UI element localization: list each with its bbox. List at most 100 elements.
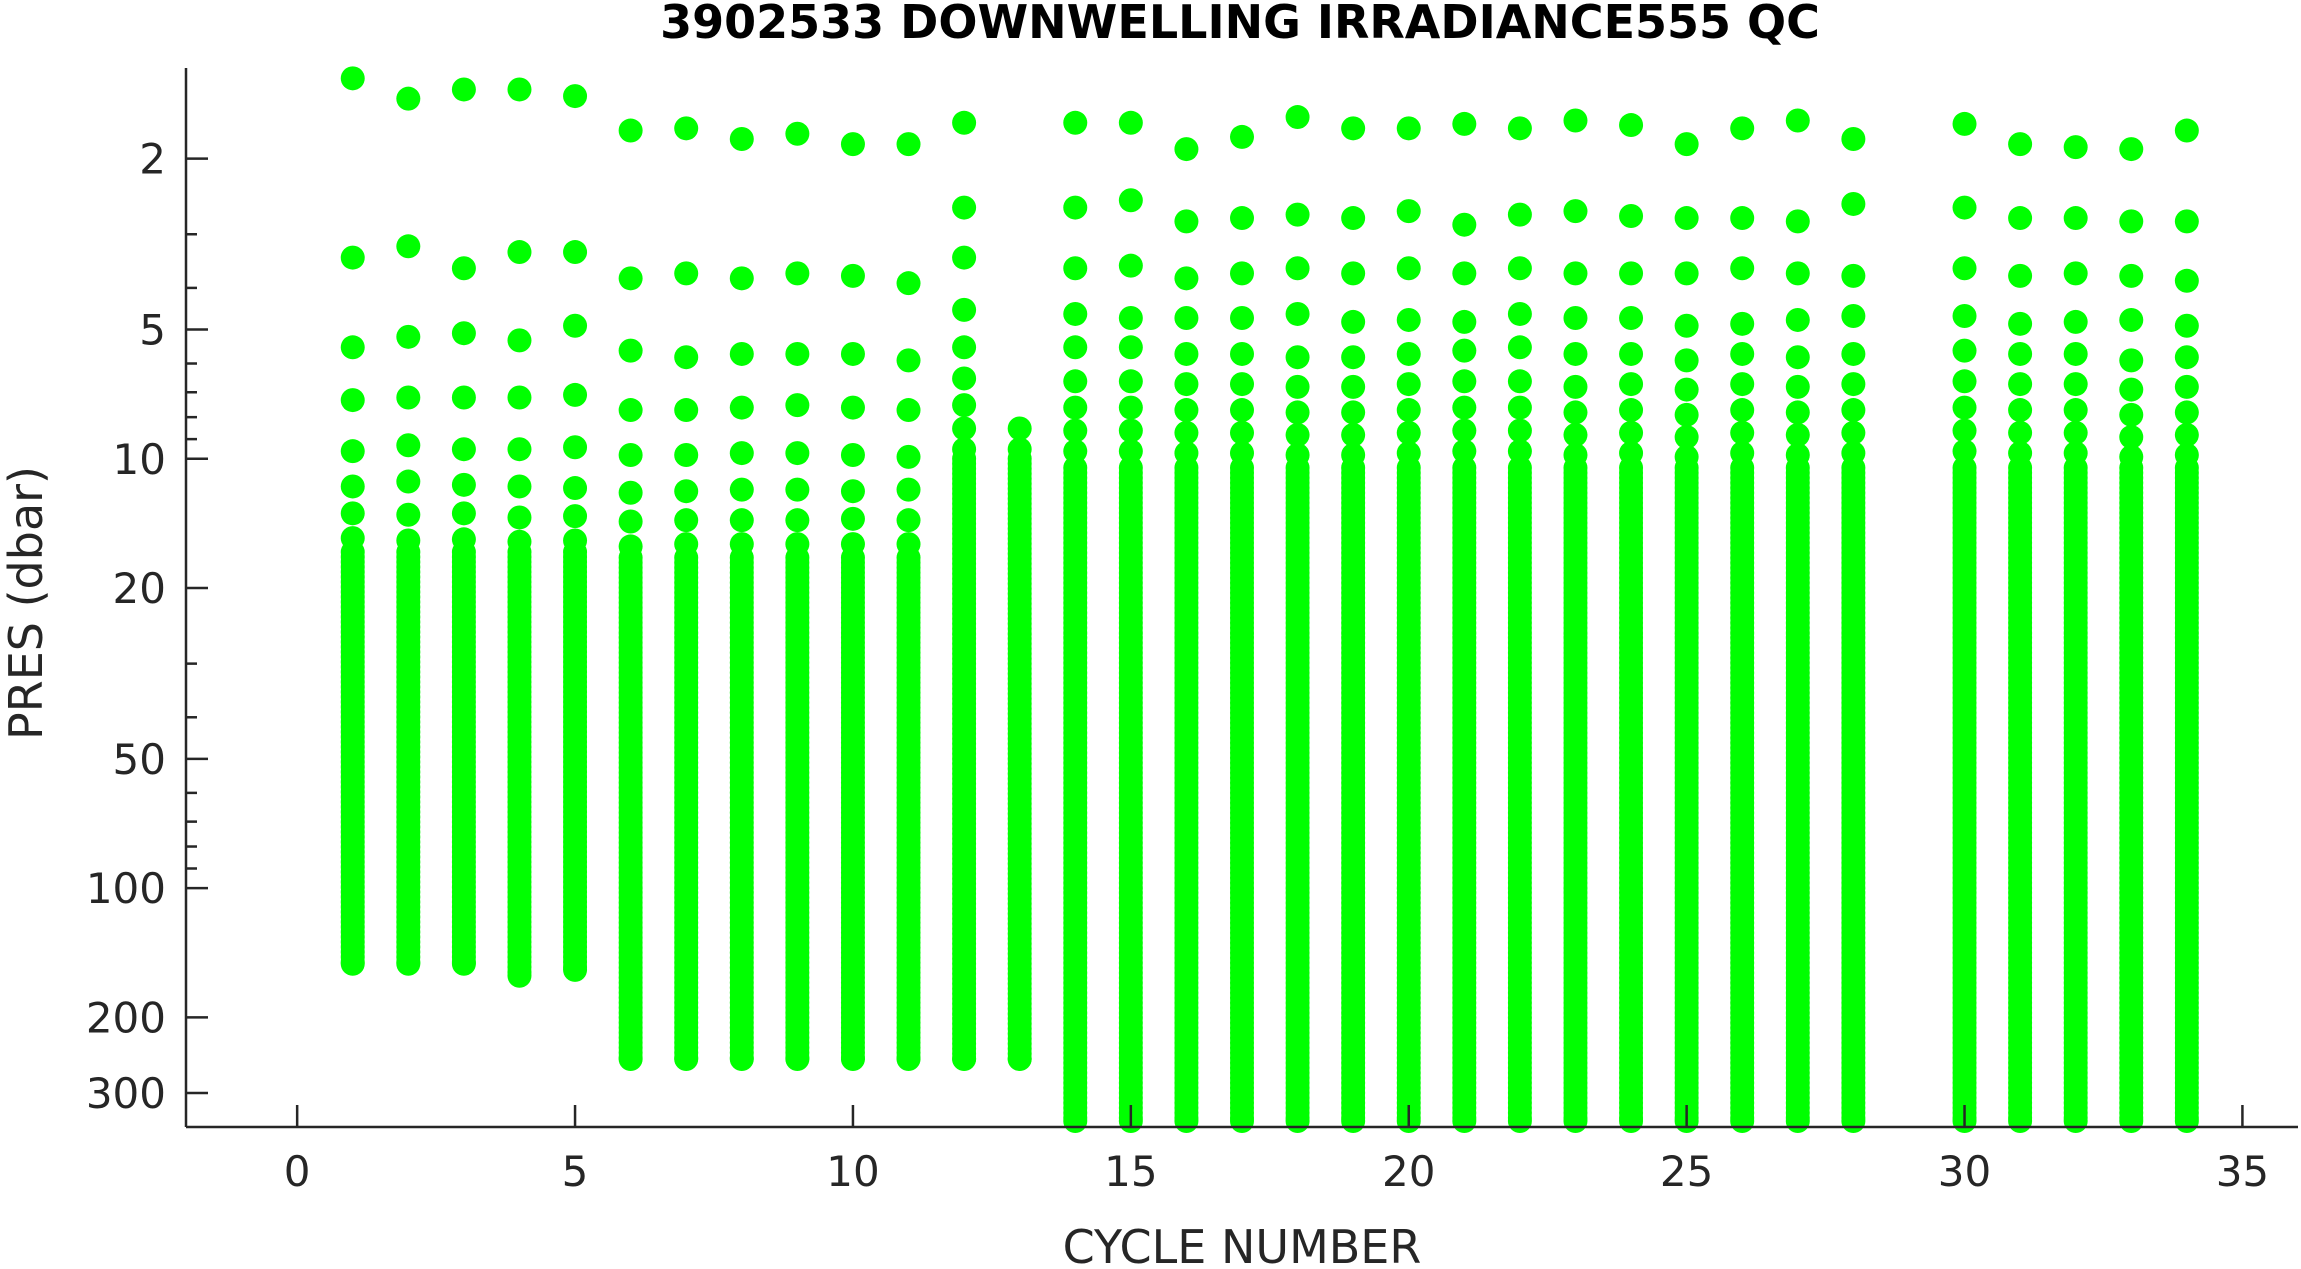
data-point — [1619, 113, 1644, 138]
data-point — [1063, 110, 1088, 135]
data-point — [1507, 418, 1532, 443]
profile-cycle-15 — [1118, 110, 1143, 1133]
data-point — [2008, 263, 2033, 288]
profile-cycle-33 — [2119, 137, 2144, 1133]
data-point — [2063, 1109, 2088, 1133]
profile-cycle-11 — [896, 132, 921, 1072]
data-point — [1507, 1109, 1532, 1133]
data-point — [1230, 1109, 1254, 1133]
data-point — [563, 504, 588, 529]
data-point — [396, 385, 421, 410]
data-point — [1285, 374, 1310, 399]
data-point — [2008, 206, 2033, 231]
data-point — [1507, 256, 1532, 281]
data-point — [1174, 372, 1199, 397]
data-point — [1674, 402, 1699, 427]
data-point — [1230, 261, 1254, 286]
axes — [184, 68, 2298, 1129]
data-point — [2119, 209, 2144, 234]
data-point — [1063, 1109, 1088, 1133]
data-point — [1285, 400, 1310, 425]
data-point — [1341, 309, 1366, 334]
data-point — [1118, 110, 1143, 135]
data-point — [507, 474, 532, 499]
data-point — [1674, 377, 1699, 402]
data-point — [674, 345, 699, 370]
data-point — [1174, 398, 1199, 423]
data-point — [896, 444, 921, 469]
data-point — [618, 1047, 643, 1072]
data-point — [1396, 398, 1421, 423]
data-point — [1452, 212, 1477, 237]
data-point — [563, 313, 588, 338]
data-point — [1730, 256, 1755, 281]
data-point — [1341, 422, 1366, 447]
data-point — [1285, 301, 1310, 326]
data-point — [1563, 261, 1588, 286]
data-point — [563, 240, 588, 265]
data-point — [1952, 439, 1977, 464]
data-point — [618, 480, 643, 505]
data-point — [1174, 305, 1199, 330]
data-point — [451, 951, 476, 976]
profile-cycle-32 — [2063, 135, 2088, 1133]
x-axis-label: CYCLE NUMBER — [1063, 1220, 1422, 1269]
data-point — [451, 77, 476, 102]
data-point — [396, 234, 421, 259]
data-point — [1563, 199, 1588, 224]
data-point — [1563, 400, 1588, 425]
y-tick-label: 20 — [113, 564, 166, 613]
data-point — [1118, 253, 1143, 278]
data-point — [2008, 341, 2033, 366]
x-ticks: 0 5 10 15 20 25 30 35 — [284, 1105, 2269, 1196]
profile-cycle-13 — [1007, 416, 1032, 1072]
data-point — [451, 472, 476, 497]
data-point — [507, 328, 532, 353]
data-point — [1730, 420, 1755, 445]
data-point — [674, 116, 699, 141]
data-point — [1063, 301, 1088, 326]
data-point — [2119, 263, 2144, 288]
data-point — [1674, 425, 1699, 450]
data-point — [1341, 400, 1366, 425]
data-point — [396, 86, 421, 111]
data-point — [340, 66, 365, 91]
profile-cycle-2 — [396, 86, 421, 976]
data-point — [1285, 202, 1310, 227]
data-point — [1063, 256, 1088, 281]
data-point — [1730, 398, 1755, 423]
profile-cycle-10 — [840, 132, 865, 1072]
data-point — [507, 963, 532, 988]
data-point — [1285, 1109, 1310, 1133]
data-point — [1619, 341, 1644, 366]
data-point — [507, 240, 532, 265]
data-point — [2119, 377, 2144, 402]
data-point — [1952, 418, 1977, 443]
data-point — [1007, 1047, 1032, 1072]
x-tick-label: 20 — [1382, 1147, 1435, 1196]
data-point — [785, 261, 810, 286]
data-point — [451, 256, 476, 281]
data-point — [1341, 345, 1366, 370]
data-point — [1285, 256, 1310, 281]
plot-points — [340, 66, 2199, 1133]
data-point — [340, 951, 365, 976]
data-point — [840, 443, 865, 468]
profile-cycle-24 — [1619, 113, 1644, 1133]
data-point — [1785, 345, 1810, 370]
data-point — [2119, 425, 2144, 450]
data-point — [1118, 335, 1143, 360]
data-point — [1507, 301, 1532, 326]
data-point — [2174, 313, 2199, 338]
data-point — [729, 341, 754, 366]
data-point — [1785, 374, 1810, 399]
data-point — [2063, 206, 2088, 231]
data-point — [1285, 422, 1310, 447]
data-point — [1507, 395, 1532, 420]
data-point — [1230, 206, 1254, 231]
data-point — [2008, 1109, 2033, 1133]
data-point — [1619, 420, 1644, 445]
data-point — [1785, 422, 1810, 447]
data-point — [1452, 418, 1477, 443]
